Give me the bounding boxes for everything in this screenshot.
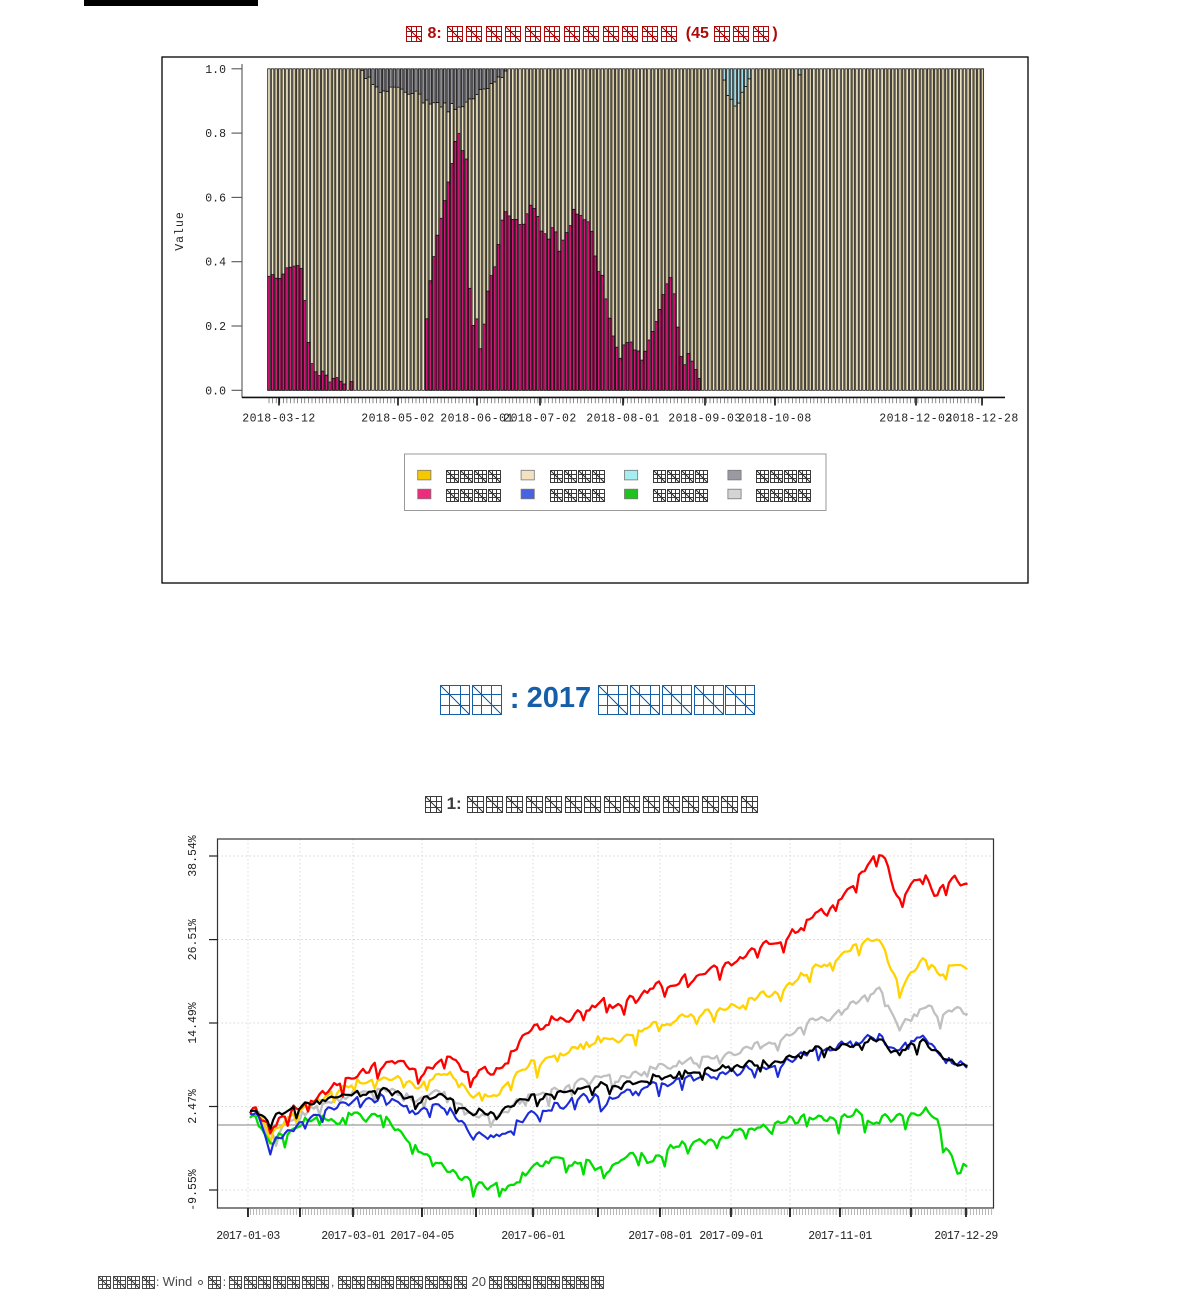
svg-text:2018-06-01: 2018-06-01 — [440, 413, 514, 426]
svg-text:2018-08-01: 2018-08-01 — [586, 413, 660, 426]
svg-text:2017-12-29: 2017-12-29 — [934, 1230, 998, 1243]
svg-text:2018-03-12: 2018-03-12 — [242, 413, 316, 426]
svg-text:38.54%: 38.54% — [187, 835, 200, 877]
svg-text:1.0: 1.0 — [205, 64, 226, 77]
svg-text:0.8: 0.8 — [205, 128, 226, 141]
svg-text:2018-12-03: 2018-12-03 — [879, 413, 953, 426]
svg-text:2018-05-02: 2018-05-02 — [361, 413, 435, 426]
svg-text:Value: Value — [174, 211, 187, 251]
svg-text:0.2: 0.2 — [205, 321, 226, 334]
svg-text:14.49%: 14.49% — [187, 1002, 200, 1044]
svg-text:2017-09-01: 2017-09-01 — [699, 1230, 763, 1243]
svg-text:0.0: 0.0 — [205, 385, 226, 398]
svg-text:2017-11-01: 2017-11-01 — [808, 1230, 872, 1243]
svg-text:2017-06-01: 2017-06-01 — [501, 1230, 565, 1243]
svg-text:2018-10-08: 2018-10-08 — [738, 413, 812, 426]
svg-text:2017-03-01: 2017-03-01 — [321, 1230, 385, 1243]
svg-text:26.51%: 26.51% — [187, 919, 200, 961]
svg-text:2017-04-05: 2017-04-05 — [390, 1230, 454, 1243]
svg-text:2018-09-03: 2018-09-03 — [668, 413, 742, 426]
svg-text:2017-01-03: 2017-01-03 — [216, 1230, 280, 1243]
svg-text:-9.55%: -9.55% — [187, 1169, 200, 1211]
svg-text:2018-07-02: 2018-07-02 — [503, 413, 577, 426]
svg-text:0.4: 0.4 — [205, 257, 226, 270]
svg-text:2017-08-01: 2017-08-01 — [628, 1230, 692, 1243]
svg-text:2018-12-28: 2018-12-28 — [945, 413, 1019, 426]
svg-text:2.47%: 2.47% — [187, 1089, 200, 1124]
svg-text:0.6: 0.6 — [205, 192, 226, 205]
